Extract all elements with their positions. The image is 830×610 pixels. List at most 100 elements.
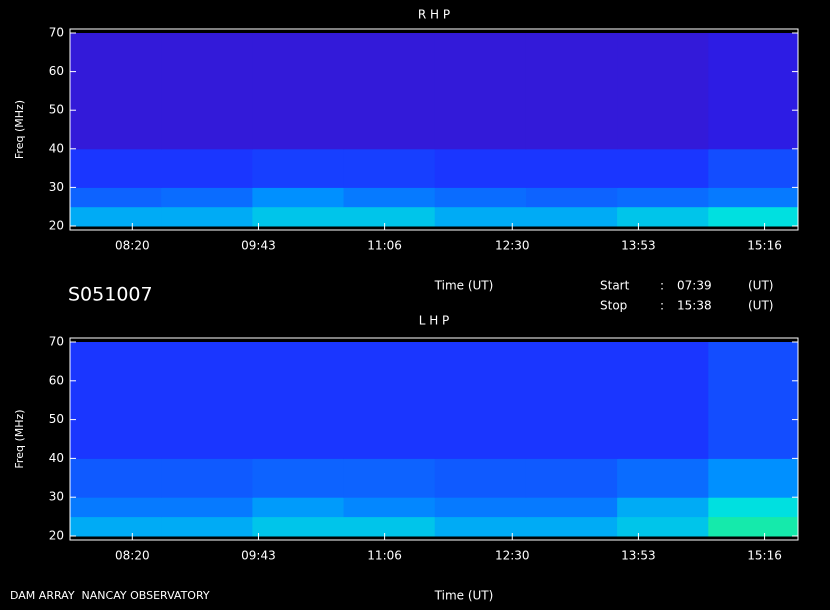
spectrum-cell [70, 33, 162, 150]
spectrum-cell [434, 148, 527, 188]
spectrum-cell [617, 342, 709, 459]
panel-title: R H P [418, 8, 450, 22]
spectrum-cell [617, 187, 709, 208]
y-tick-label: 30 [49, 180, 64, 194]
x-tick-label: 12:30 [495, 239, 530, 253]
x-tick-label: 11:06 [367, 239, 402, 253]
spectrum-cell [252, 33, 345, 150]
spectrum-cell [70, 187, 162, 208]
spectrum-cell [434, 342, 527, 459]
spectrum-cell [708, 497, 799, 518]
start-time: 07:39 [677, 279, 712, 293]
spectrum-cell [525, 187, 618, 208]
spectrum-cell [708, 342, 799, 459]
y-tick-label: 40 [49, 141, 64, 155]
y-tick-label: 60 [49, 64, 64, 78]
spectrum-cell [70, 497, 162, 518]
start-label: Start [600, 279, 630, 293]
spectrum-cell [252, 187, 345, 208]
spectrum-cell [161, 206, 253, 227]
spectrum-cell [343, 516, 436, 537]
spectrum-cell [252, 497, 345, 518]
spectrum-cell [343, 342, 436, 459]
spectrum-cell [70, 148, 162, 188]
spectrum-cell [525, 497, 618, 518]
spectrum-cell [343, 206, 436, 227]
spectrum-cell [161, 458, 253, 498]
stop-time: 15:38 [677, 299, 712, 313]
spectrum-cell [70, 206, 162, 227]
x-axis-label: Time (UT) [434, 589, 494, 603]
spectrum-cell [343, 33, 436, 150]
spectrum-cell [252, 148, 345, 188]
spectrum-cell [708, 206, 799, 227]
spectrum-cell [343, 458, 436, 498]
spectrum-cell [525, 33, 618, 150]
spectrum-cell [161, 187, 253, 208]
spectrum-cell [252, 206, 345, 227]
spectrum-cell [161, 148, 253, 188]
spectrum-cell [617, 497, 709, 518]
y-tick-label: 60 [49, 373, 64, 387]
y-tick-label: 50 [49, 412, 64, 426]
spectrum-cell [434, 516, 527, 537]
y-axis-label: Freq (MHz) [13, 409, 26, 468]
station-id: S051007 [68, 284, 153, 306]
x-axis-label: Time (UT) [434, 279, 494, 293]
y-tick-label: 50 [49, 103, 64, 117]
spectrum-cell [70, 342, 162, 459]
y-tick-label: 30 [49, 490, 64, 504]
spectrum-cell [252, 458, 345, 498]
separator: : [660, 299, 664, 313]
spectrum-cell [434, 497, 527, 518]
spectrum-cell [252, 516, 345, 537]
footer: DAM ARRAY NANCAY OBSERVATORY [10, 589, 210, 602]
spectrum-cell [525, 342, 618, 459]
spectrum-cell [161, 342, 253, 459]
x-tick-label: 09:43 [241, 549, 276, 563]
x-tick-label: 08:20 [115, 549, 150, 563]
spectrum-cell [525, 148, 618, 188]
spectrum-cell [434, 187, 527, 208]
spectrum-cell [252, 342, 345, 459]
panel-title: L H P [419, 314, 450, 328]
spectrum-cell [70, 458, 162, 498]
spectrum-cell [617, 206, 709, 227]
y-axis-label: Freq (MHz) [13, 100, 26, 159]
spectrum-cell [343, 148, 436, 188]
x-tick-label: 15:16 [747, 549, 782, 563]
spectrum-cell [434, 458, 527, 498]
spectrum-cell [708, 187, 799, 208]
y-tick-label: 20 [49, 219, 64, 233]
spectrum-cell [434, 206, 527, 227]
x-tick-label: 12:30 [495, 549, 530, 563]
spectrum-cell [161, 497, 253, 518]
plot-frame [69, 337, 799, 541]
spectrum-cell [708, 458, 799, 498]
unit: (UT) [748, 299, 773, 313]
x-tick-label: 08:20 [115, 239, 150, 253]
spectrum-cell [525, 458, 618, 498]
spectrum-cell [343, 497, 436, 518]
separator: : [660, 279, 664, 293]
plot-frame [69, 28, 799, 231]
unit: (UT) [748, 279, 773, 293]
spectrum-cell [617, 458, 709, 498]
spectrum-cell [70, 516, 162, 537]
spectrum-cell [525, 516, 618, 537]
spectrum-cell [617, 148, 709, 188]
spectrum-cell [343, 187, 436, 208]
spectrum-cell [708, 516, 799, 537]
spectrum-cell [161, 33, 253, 150]
x-tick-label: 09:43 [241, 239, 276, 253]
y-tick-label: 70 [49, 335, 64, 349]
spectrum-cell [708, 33, 799, 150]
x-tick-label: 15:16 [747, 239, 782, 253]
spectrum-cell [708, 148, 799, 188]
x-tick-label: 13:53 [621, 239, 656, 253]
stop-label: Stop [600, 299, 627, 313]
y-tick-label: 20 [49, 529, 64, 543]
spectrum-cell [161, 516, 253, 537]
x-tick-label: 13:53 [621, 549, 656, 563]
